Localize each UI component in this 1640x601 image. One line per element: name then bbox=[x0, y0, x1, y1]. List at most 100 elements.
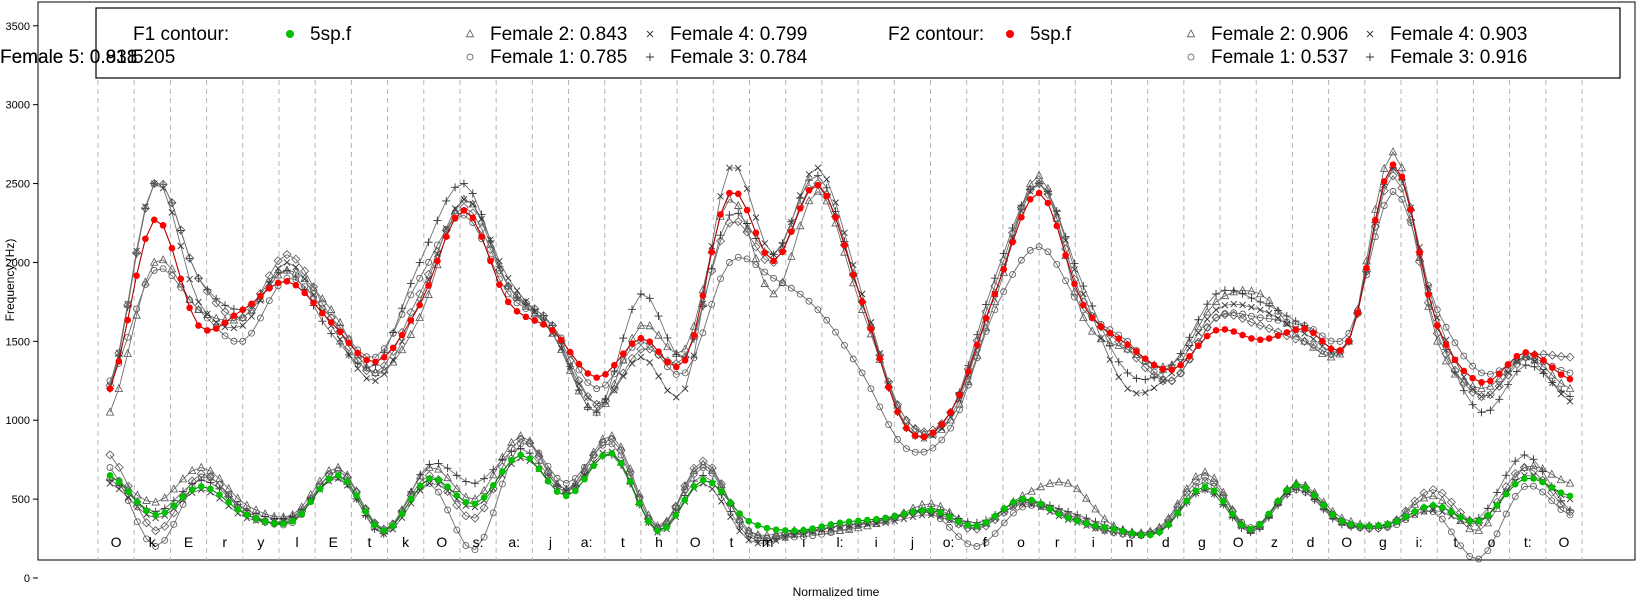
data-point bbox=[1045, 478, 1055, 487]
data-point bbox=[991, 512, 999, 520]
data-point bbox=[1448, 508, 1455, 516]
data-point bbox=[1256, 314, 1264, 322]
data-point bbox=[593, 374, 600, 381]
data-point bbox=[901, 415, 911, 425]
data-point bbox=[1450, 365, 1460, 375]
data-point bbox=[327, 319, 335, 326]
data-point bbox=[362, 508, 369, 515]
data-point bbox=[1438, 508, 1446, 516]
data-point bbox=[1566, 375, 1574, 383]
data-point bbox=[1415, 257, 1425, 267]
data-point bbox=[645, 321, 655, 330]
data-point bbox=[827, 521, 835, 528]
data-point bbox=[1495, 370, 1503, 378]
data-point bbox=[177, 242, 185, 250]
data-point bbox=[1265, 510, 1273, 518]
data-point bbox=[1064, 514, 1072, 522]
data-point bbox=[849, 278, 858, 287]
data-point bbox=[625, 467, 635, 477]
data-point bbox=[1548, 484, 1556, 491]
data-point bbox=[451, 214, 459, 222]
segment-label: h bbox=[655, 534, 663, 550]
data-point bbox=[1044, 248, 1052, 256]
data-point bbox=[751, 253, 761, 262]
data-point bbox=[590, 462, 597, 470]
data-point bbox=[468, 189, 477, 198]
data-point bbox=[599, 452, 607, 459]
data-point bbox=[503, 281, 513, 291]
segment-label: O bbox=[1558, 534, 1569, 550]
data-point bbox=[760, 278, 770, 287]
data-point bbox=[167, 264, 177, 273]
segment-label: r bbox=[222, 534, 227, 550]
data-point bbox=[141, 518, 152, 528]
data-point bbox=[398, 304, 406, 313]
series-5sp-f-f1-f1 bbox=[106, 450, 1574, 539]
data-point bbox=[1212, 290, 1221, 298]
series-layer bbox=[105, 147, 1575, 563]
data-point bbox=[1513, 358, 1521, 365]
legend-entry: Female 2: 0.906 bbox=[1186, 24, 1348, 45]
data-point bbox=[516, 444, 525, 453]
data-point bbox=[891, 517, 899, 525]
data-point bbox=[115, 358, 123, 365]
data-point bbox=[186, 275, 193, 283]
data-point bbox=[1438, 515, 1446, 523]
data-point bbox=[699, 329, 707, 337]
data-point bbox=[343, 478, 351, 486]
data-point bbox=[150, 266, 158, 274]
data-point bbox=[1329, 511, 1337, 519]
data-point bbox=[745, 536, 753, 544]
data-point bbox=[1530, 475, 1537, 482]
y-tick-label: 2500 bbox=[6, 179, 30, 191]
segment-label: O bbox=[436, 534, 447, 550]
data-point bbox=[1229, 310, 1239, 320]
data-point bbox=[1283, 486, 1291, 494]
data-point bbox=[690, 352, 698, 360]
data-point bbox=[655, 372, 662, 380]
data-point bbox=[265, 285, 273, 292]
data-point bbox=[1512, 367, 1521, 376]
data-point bbox=[1474, 525, 1484, 534]
segment-label: a: bbox=[508, 534, 520, 550]
data-point bbox=[1336, 338, 1344, 345]
data-point bbox=[1503, 370, 1513, 380]
data-point bbox=[867, 325, 875, 333]
data-point bbox=[489, 482, 497, 489]
data-point bbox=[248, 313, 255, 320]
data-point bbox=[955, 518, 962, 525]
data-point bbox=[327, 329, 336, 338]
data-point bbox=[762, 534, 772, 544]
data-point bbox=[1053, 260, 1061, 268]
data-point bbox=[796, 290, 804, 298]
data-point bbox=[415, 471, 425, 480]
data-point bbox=[280, 520, 287, 527]
data-point bbox=[715, 236, 726, 246]
data-point bbox=[1043, 189, 1053, 199]
data-point bbox=[1389, 188, 1397, 195]
data-point bbox=[1451, 339, 1459, 347]
data-point bbox=[1274, 314, 1282, 322]
data-point bbox=[664, 358, 671, 366]
data-point bbox=[1168, 366, 1176, 374]
data-point bbox=[152, 511, 159, 519]
data-point bbox=[832, 214, 839, 221]
data-point bbox=[991, 530, 999, 538]
data-point bbox=[168, 272, 176, 280]
data-point bbox=[506, 443, 517, 453]
data-point bbox=[415, 289, 425, 299]
data-point bbox=[211, 298, 221, 308]
data-point bbox=[261, 518, 269, 525]
data-point bbox=[1182, 488, 1192, 498]
data-point bbox=[920, 433, 928, 441]
data-point bbox=[814, 164, 822, 172]
data-point bbox=[1202, 307, 1212, 316]
data-point bbox=[1239, 301, 1246, 309]
segment-label: l: bbox=[837, 534, 844, 550]
data-point bbox=[882, 519, 889, 527]
data-point bbox=[602, 381, 609, 389]
data-point bbox=[1174, 509, 1181, 517]
data-point bbox=[1088, 301, 1097, 310]
plot-frame bbox=[37, 1, 1636, 561]
data-point bbox=[1428, 491, 1438, 500]
